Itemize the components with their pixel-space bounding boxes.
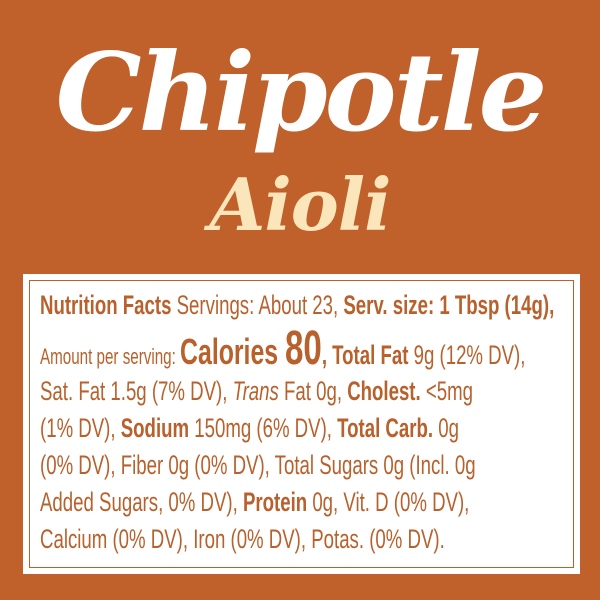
total-fat-value: 9g (12% DV), (408, 340, 526, 370)
trans-label: Trans (232, 376, 279, 406)
carb-label: Total Carb. (337, 413, 434, 443)
serving-size: Serv. size: 1 Tbsp (14g), (343, 290, 555, 320)
nutrition-facts-panel: Nutrition Facts Servings: About 23, Serv… (23, 274, 580, 574)
added-sugars: Added Sugars, 0% DV), (40, 487, 243, 517)
servings: Servings: About 23, (171, 290, 344, 320)
product-title: Chipotle (55, 30, 548, 156)
nutrition-line-3: Sat. Fat 1.5g (7% DV), Trans Fat 0g, Cho… (40, 375, 473, 407)
nutrition-line-5: (0% DV), Fiber 0g (0% DV), Total Sugars … (40, 449, 476, 481)
sodium-value: 150mg (6% DV), (189, 413, 338, 443)
calories-label: Calories (180, 331, 285, 372)
protein-value: 0g, Vit. D (0% DV), (307, 487, 470, 517)
cholest-label: Cholest. (347, 376, 421, 406)
nutrition-line-7: Calcium (0% DV), Iron (0% DV), Potas. (0… (40, 523, 445, 555)
calories-value: 80 (284, 322, 322, 375)
cholest-dv: (1% DV), (40, 413, 121, 443)
nutrition-line-1: Nutrition Facts Servings: About 23, Serv… (40, 289, 554, 321)
minerals: Calcium (0% DV), Iron (0% DV), Potas. (0… (40, 524, 445, 554)
trans-value: Fat 0g, (278, 376, 348, 406)
protein-label: Protein (242, 487, 308, 517)
carb-value: 0g (433, 413, 459, 443)
product-subtitle: Aioli (209, 162, 392, 247)
amount-label: Amount per serving: (40, 344, 181, 369)
nutrition-line-4: (1% DV), Sodium 150mg (6% DV), Total Car… (40, 412, 459, 444)
sodium-label: Sodium (120, 413, 190, 443)
nutrition-facts-border: Nutrition Facts Servings: About 23, Serv… (29, 280, 574, 568)
sat-fat: Sat. Fat 1.5g (7% DV), (40, 376, 233, 406)
total-fat-label: , Total Fat (321, 340, 409, 370)
nutrition-line-6: Added Sugars, 0% DV), Protein 0g, Vit. D… (40, 486, 469, 518)
nutrition-line-2: Amount per serving: Calories 80, Total F… (40, 325, 526, 379)
fiber-sugars: (0% DV), Fiber 0g (0% DV), Total Sugars … (40, 450, 476, 480)
nutrition-heading: Nutrition Facts (40, 290, 172, 320)
cholest-value: <5mg (420, 376, 473, 406)
